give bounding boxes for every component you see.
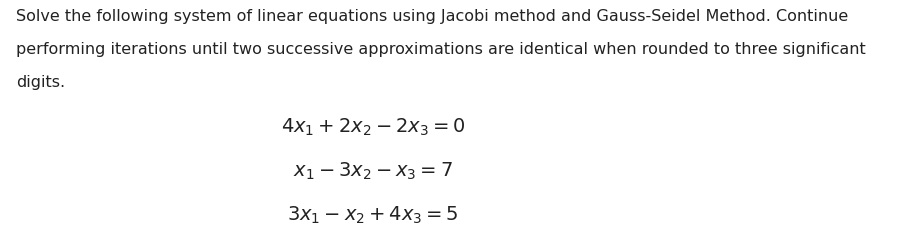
- Text: Solve the following system of linear equations using Jacobi method and Gauss-Sei: Solve the following system of linear equ…: [16, 9, 849, 24]
- Text: performing iterations until two successive approximations are identical when rou: performing iterations until two successi…: [16, 42, 866, 57]
- Text: $3x_1 - x_2 + 4x_3 = 5$: $3x_1 - x_2 + 4x_3 = 5$: [288, 205, 459, 226]
- Text: digits.: digits.: [16, 75, 65, 90]
- Text: $x_1 - 3x_2 - x_3 = 7$: $x_1 - 3x_2 - x_3 = 7$: [293, 161, 453, 182]
- Text: $4x_1 + 2x_2 - 2x_3 = 0$: $4x_1 + 2x_2 - 2x_3 = 0$: [281, 117, 465, 138]
